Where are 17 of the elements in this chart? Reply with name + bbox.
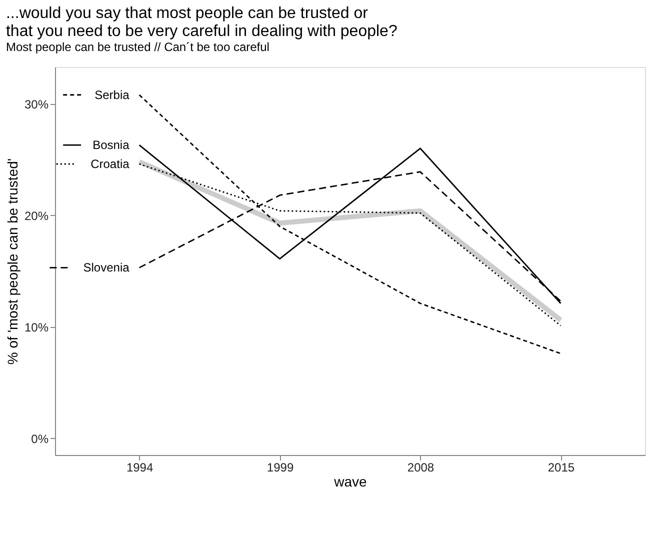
legend-label: Serbia	[94, 88, 130, 102]
x-tick-label: 1999	[266, 460, 294, 474]
y-tick-label: 0%	[31, 432, 49, 446]
legend-label: Slovenia	[83, 260, 130, 275]
chart-title: ...would you say that most people can be trusted or that you need to be very careful in dealing with people?	[6, 5, 398, 40]
x-axis-title: wave	[333, 474, 368, 490]
chart-subtitle: Most people can be trusted // Can´t be too careful	[6, 40, 270, 54]
legend-label: Bosnia	[92, 138, 130, 152]
y-tick-label: 30%	[24, 97, 49, 112]
y-tick-label: 20%	[24, 208, 49, 223]
line-series	[138, 94, 562, 354]
legend-label: Croatia	[90, 157, 130, 171]
x-tick-label: 2008	[407, 460, 434, 474]
x-tick-label: 1994	[126, 460, 154, 474]
x-tick-label: 2015	[548, 460, 575, 474]
y-axis-title: % of 'most people can be trusted'	[4, 158, 20, 365]
y-tick-label: 10%	[24, 320, 49, 334]
